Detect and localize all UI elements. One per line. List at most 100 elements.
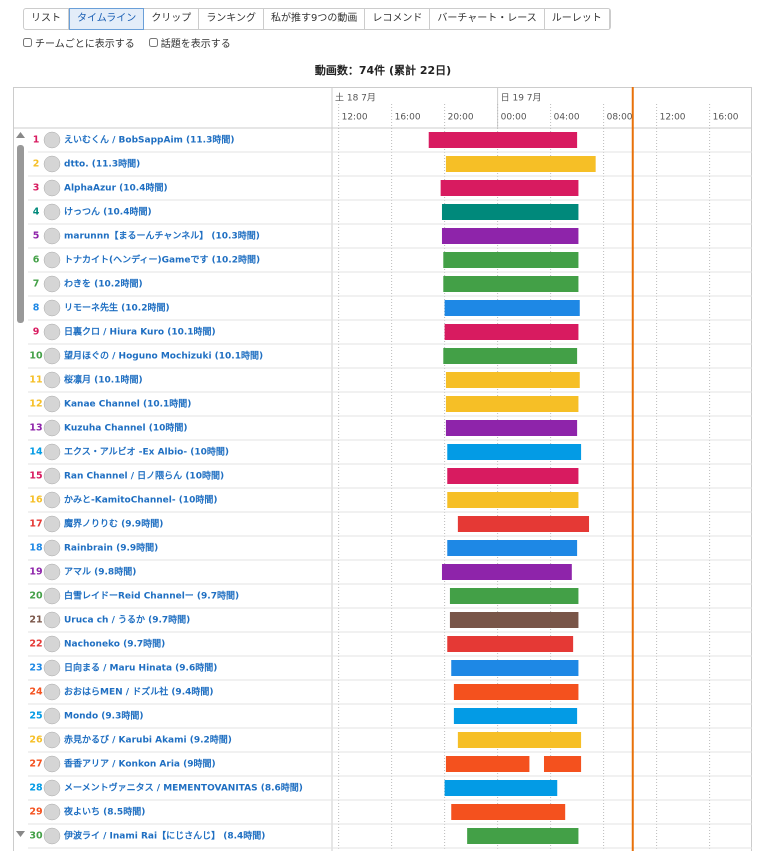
stream-bar[interactable] [447, 540, 578, 556]
stream-bar[interactable] [453, 708, 578, 724]
avatar [43, 467, 61, 485]
channel-name[interactable]: Kanae Channel (10.1時間) [64, 398, 191, 410]
stream-bar[interactable] [440, 180, 579, 196]
channel-name[interactable]: おおはらMEN / ドズル社 (9.4時間) [64, 686, 214, 698]
stream-bar[interactable] [443, 348, 578, 364]
rank: 30 [29, 831, 43, 842]
rank: 16 [29, 495, 43, 506]
channel-name[interactable]: メーメントヴァニタス / MEMENTOVANITAS (8.6時間) [64, 782, 303, 794]
channel-name[interactable]: エクス・アルビオ -Ex Albio- (10時間) [64, 446, 229, 458]
stream-bar[interactable] [457, 516, 590, 532]
channel-name[interactable]: かみと-KamitoChannel- (10時間) [64, 494, 217, 506]
stream-bar[interactable] [451, 804, 566, 820]
x-tick-label: 04:00 [554, 113, 580, 123]
stream-bar[interactable] [445, 156, 596, 172]
rank: 21 [29, 615, 42, 626]
tab-bar: リスト タイムライン クリップ ランキング 私が推す9つの動画 レコメンド バーチャート・レ… [23, 8, 611, 30]
channel-name[interactable]: marunnn【まるーんチャンネル】 (10.3時間) [64, 230, 260, 242]
stream-bar[interactable] [445, 396, 579, 412]
channel-name[interactable]: 望月ほぐの / Hoguno Mochizuki (10.1時間) [64, 350, 263, 362]
channel-name[interactable]: 白雪レイドーReid Channelー (9.7時間) [64, 590, 239, 602]
rank: 6 [33, 255, 40, 266]
summary: 動画数：74件 (累計 22日) [315, 63, 451, 77]
channel-name[interactable]: けっつん (10.4時間) [64, 206, 152, 218]
stream-bar[interactable] [443, 252, 579, 268]
stream-bar[interactable] [428, 132, 578, 148]
stream-bar[interactable] [445, 372, 580, 388]
stream-bar[interactable] [445, 756, 530, 772]
stream-bar[interactable] [543, 756, 582, 772]
channel-name[interactable]: 伊波ライ / Inami Rai【にじさんじ】 (8.4時間) [63, 830, 265, 842]
channel-name[interactable]: Nachoneko (9.7時間) [64, 638, 165, 650]
tab[interactable]: クリップ [144, 9, 200, 29]
stream-bar[interactable] [447, 636, 574, 652]
channel-name[interactable]: 香香アリア / Konkon Aria (9時間) [63, 758, 216, 770]
stream-bar[interactable] [451, 660, 579, 676]
option[interactable]: 話題を表示する [148, 35, 231, 50]
stream-bar[interactable] [444, 780, 558, 796]
channel-name[interactable]: アマル (9.8時間) [64, 566, 136, 578]
channel-name[interactable]: 夜よいち (8.5時間) [63, 806, 145, 818]
stream-bar[interactable] [449, 588, 579, 604]
tab[interactable]: レコメンド [365, 9, 431, 29]
tab[interactable]: 私が推す9つの動画 [264, 9, 366, 29]
avatar [43, 275, 61, 293]
option[interactable]: チームごとに表示する [23, 35, 135, 50]
rank: 14 [29, 447, 43, 458]
channel-name[interactable]: Mondo (9.3時間) [64, 710, 143, 722]
tab[interactable]: タイムライン [69, 8, 145, 30]
stream-bar[interactable] [443, 276, 579, 292]
avatar [43, 707, 61, 725]
tab[interactable]: バーチャート・レース [430, 9, 545, 29]
channel-name[interactable]: えいむくん / BobSappAim (11.3時間) [64, 134, 234, 146]
tab[interactable]: リスト [24, 9, 69, 29]
stream-bar[interactable] [441, 228, 579, 244]
avatar [43, 515, 61, 533]
channel-name[interactable]: 赤見かるび / Karubi Akami (9.2時間) [64, 734, 232, 746]
stream-bar[interactable] [447, 492, 579, 508]
channel-name[interactable]: Rainbrain (9.9時間) [64, 542, 158, 554]
tab[interactable]: ランキング [199, 9, 265, 29]
option-label: 話題を表示する [160, 39, 231, 50]
scroll-down[interactable] [16, 831, 25, 837]
checkbox[interactable] [148, 38, 158, 47]
rank: 10 [29, 351, 43, 362]
stream-bar[interactable] [447, 444, 582, 460]
checkbox[interactable] [23, 38, 32, 47]
stream-bar[interactable] [449, 612, 579, 628]
channel-name[interactable]: 魔界ノりりむ (9.9時間) [63, 518, 163, 530]
stream-bar[interactable] [447, 468, 579, 484]
channel-name[interactable]: Kuzuha Channel (10時間) [64, 422, 187, 434]
channel-name[interactable]: 桜凛月 (10.1時間) [64, 374, 143, 386]
stream-bar[interactable] [444, 300, 580, 316]
scroll-up[interactable] [16, 132, 25, 138]
channel-name[interactable]: 日向まる / Maru Hinata (9.6時間) [64, 662, 217, 674]
channel-name[interactable]: わきを (10.2時間) [64, 278, 143, 290]
stream-bar[interactable] [441, 204, 579, 220]
channel-name[interactable]: AlphaAzur (10.4時間) [64, 182, 168, 194]
x-tick-label: 16:00 [713, 113, 739, 123]
day-label: 日 19 7月 [501, 93, 542, 104]
channel-name[interactable]: 日裏クロ / Hiura Kuro (10.1時間) [64, 326, 216, 338]
channel-name[interactable]: dtto. (11.3時間) [64, 158, 140, 170]
avatar [43, 443, 61, 461]
stream-bar[interactable] [444, 324, 579, 340]
scrollbar[interactable] [17, 145, 24, 323]
stream-bar[interactable] [467, 828, 579, 844]
stream-bar[interactable] [457, 732, 582, 748]
channel-name[interactable]: Ran Channel / 日ノ隈らん (10時間) [64, 470, 224, 482]
channel-name[interactable]: トナカイト(ヘンディー)Gameです (10.2時間) [64, 254, 260, 266]
stream-bar[interactable] [445, 420, 578, 436]
channel-name[interactable]: Uruca ch / うるか (9.7時間) [64, 614, 190, 626]
rank: 17 [29, 519, 42, 530]
stream-bar[interactable] [441, 564, 572, 580]
channel-name[interactable]: リモーネ先生 (10.2時間) [64, 302, 170, 314]
table-frame [13, 87, 752, 851]
tab[interactable]: ルーレット [545, 9, 610, 29]
stream-bar[interactable] [453, 684, 579, 700]
options: チームごとに表示する 話題を表示する [23, 35, 231, 50]
rank: 5 [33, 231, 40, 242]
avatar [43, 419, 61, 437]
rank: 12 [29, 399, 42, 410]
